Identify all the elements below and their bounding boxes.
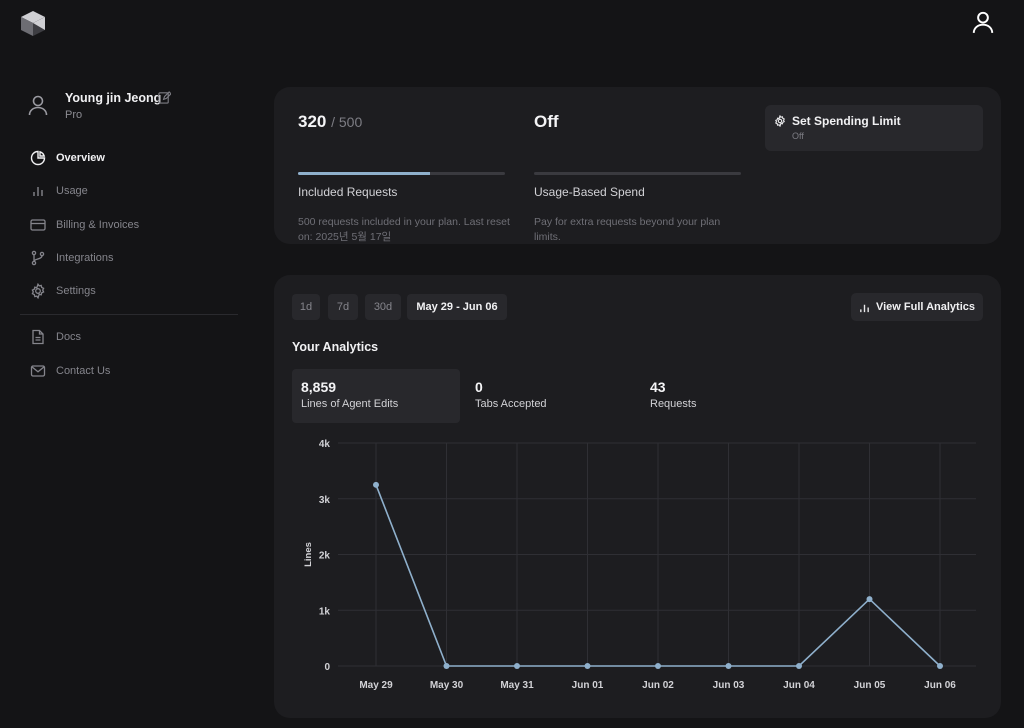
x-tick-label: May 31 bbox=[500, 680, 534, 691]
nav-label: Docs bbox=[56, 331, 82, 343]
requests-progress-bar bbox=[298, 172, 505, 175]
data-point bbox=[584, 663, 591, 669]
gear-icon bbox=[31, 283, 45, 299]
y-tick-label: 3k bbox=[319, 495, 331, 506]
stat-value: 43 bbox=[650, 379, 666, 395]
spending-limit-status: Off bbox=[792, 131, 804, 141]
requests-label: Included Requests bbox=[298, 185, 398, 199]
nav-label: Settings bbox=[56, 285, 96, 297]
date-range-button[interactable]: May 29 - Jun 06 bbox=[407, 294, 507, 320]
data-point bbox=[866, 596, 873, 603]
user-profile: Young jin Jeong Pro bbox=[26, 89, 246, 129]
data-point bbox=[725, 663, 732, 669]
range-30d-button[interactable]: 30d bbox=[365, 294, 401, 320]
sidebar-divider bbox=[20, 314, 238, 315]
user-icon[interactable] bbox=[970, 9, 996, 35]
x-tick-label: Jun 05 bbox=[854, 680, 886, 691]
stat-label: Lines of Agent Edits bbox=[301, 398, 399, 410]
data-point bbox=[937, 663, 943, 669]
range-1d-button[interactable]: 1d bbox=[292, 294, 320, 320]
analytics-card: 1d 7d 30d May 29 - Jun 06 View Full Anal… bbox=[274, 275, 1001, 718]
stat-requests[interactable]: 43 Requests bbox=[641, 369, 809, 423]
y-axis-label: Lines bbox=[303, 542, 314, 567]
nav-integrations[interactable]: Integrations bbox=[30, 247, 230, 269]
mail-icon bbox=[30, 365, 46, 377]
analytics-title: Your Analytics bbox=[292, 340, 379, 354]
x-tick-label: May 30 bbox=[430, 680, 464, 691]
data-point bbox=[655, 663, 661, 669]
spend-value: Off bbox=[534, 112, 559, 131]
x-tick-label: May 29 bbox=[359, 680, 393, 691]
nav-label: Billing & Invoices bbox=[56, 219, 140, 231]
nav-docs[interactable]: Docs bbox=[30, 326, 230, 348]
y-tick-label: 2k bbox=[319, 551, 331, 562]
usage-spend-metric: Off Usage-Based Spend Pay for extra requ… bbox=[534, 112, 741, 243]
requests-description: 500 requests included in your plan. Last… bbox=[298, 216, 510, 243]
nav-billing[interactable]: Billing & Invoices bbox=[30, 214, 230, 236]
stat-label: Requests bbox=[650, 398, 697, 410]
x-tick-label: Jun 03 bbox=[713, 680, 745, 691]
stat-label: Tabs Accepted bbox=[475, 398, 547, 410]
view-full-analytics-label: View Full Analytics bbox=[875, 301, 976, 313]
range-7d-button[interactable]: 7d bbox=[328, 294, 358, 320]
spend-progress-bar bbox=[534, 172, 741, 175]
nav-label: Contact Us bbox=[56, 365, 111, 377]
credit-card-icon bbox=[30, 219, 46, 231]
x-tick-label: Jun 04 bbox=[783, 680, 815, 691]
gear-icon bbox=[775, 115, 785, 127]
data-point bbox=[796, 663, 802, 669]
git-branch-icon bbox=[31, 250, 45, 266]
requests-used: 320 bbox=[298, 112, 327, 131]
plan-label: Pro bbox=[65, 109, 83, 121]
stat-tabs-accepted[interactable]: 0 Tabs Accepted bbox=[466, 369, 634, 423]
spending-limit-label: Set Spending Limit bbox=[792, 114, 901, 128]
nav-usage[interactable]: Usage bbox=[30, 180, 230, 202]
requests-progress-fill bbox=[298, 172, 431, 175]
nav-settings[interactable]: Settings bbox=[30, 280, 230, 302]
set-spending-limit-button[interactable]: Set Spending Limit Off bbox=[765, 105, 983, 151]
x-tick-label: Jun 06 bbox=[924, 680, 956, 691]
spend-label: Usage-Based Spend bbox=[534, 185, 645, 199]
document-icon bbox=[32, 329, 44, 345]
stat-agent-edits[interactable]: 8,859 Lines of Agent Edits bbox=[292, 369, 460, 423]
y-tick-label: 1k bbox=[319, 606, 331, 617]
nav-contact[interactable]: Contact Us bbox=[30, 360, 230, 382]
stat-value: 0 bbox=[475, 379, 483, 395]
data-point bbox=[443, 663, 450, 669]
nav-label: Integrations bbox=[56, 252, 114, 264]
usage-card: 320 / 500 Included Requests 500 requests… bbox=[274, 87, 1001, 244]
y-tick-label: 0 bbox=[324, 662, 330, 673]
nav-label: Usage bbox=[56, 185, 88, 197]
avatar-icon bbox=[28, 95, 48, 116]
nav-overview[interactable]: Overview bbox=[30, 147, 230, 169]
x-tick-label: Jun 01 bbox=[572, 680, 604, 691]
x-tick-label: Jun 02 bbox=[642, 680, 674, 691]
stat-value: 8,859 bbox=[301, 379, 337, 395]
y-tick-label: 4k bbox=[319, 439, 331, 450]
line-chart: 0 1k 2k 3k 4k May 29 May 30 May 31 Jun 01 Jun 02 J… bbox=[303, 439, 976, 691]
bar-chart-icon bbox=[33, 187, 43, 196]
sidebar: Young jin Jeong Pro Overview Usage bbox=[0, 0, 250, 728]
edit-icon[interactable] bbox=[158, 91, 171, 104]
spend-description: Pay for extra requests beyond your plan … bbox=[534, 216, 721, 243]
view-full-analytics-button[interactable]: View Full Analytics bbox=[851, 293, 983, 321]
pie-chart-icon bbox=[30, 150, 46, 166]
data-point bbox=[514, 663, 520, 669]
requests-total: / 500 bbox=[331, 114, 363, 130]
data-point bbox=[373, 481, 379, 488]
nav-label: Overview bbox=[56, 152, 105, 164]
cube-logo-icon[interactable] bbox=[18, 8, 48, 38]
included-requests-metric: 320 / 500 Included Requests 500 requests… bbox=[298, 112, 510, 243]
bar-chart-icon bbox=[860, 304, 869, 312]
user-name: Young jin Jeong bbox=[65, 91, 162, 105]
requests-count: 320 / 500 bbox=[298, 112, 505, 132]
